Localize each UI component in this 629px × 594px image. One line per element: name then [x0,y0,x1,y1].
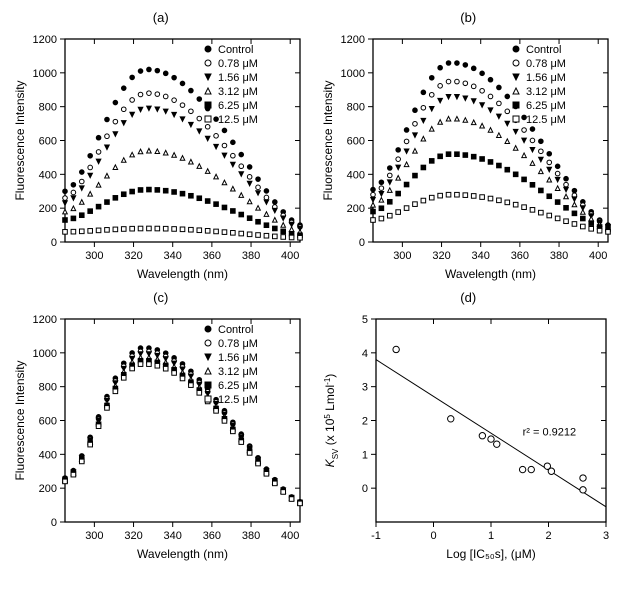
svg-text:0: 0 [430,530,436,542]
svg-text:800: 800 [346,102,364,114]
svg-text:3.12 μM: 3.12 μM [526,86,566,98]
svg-text:0: 0 [51,517,57,529]
svg-text:300: 300 [85,530,103,542]
svg-text:2: 2 [545,530,551,542]
svg-text:KSV (x 105 Lmol-1): KSV (x 105 Lmol-1) [323,374,340,468]
svg-text:340: 340 [164,250,182,262]
svg-text:12.5 μM: 12.5 μM [218,114,258,126]
svg-text:-1: -1 [371,530,381,542]
svg-text:Fluorescence Intensity: Fluorescence Intensity [13,360,27,480]
chart-d: -1 0 1 2 3 0 1 2 3 4 5 Log [IC₅₀s], (μM) KSV (x 105 … [318,309,618,564]
svg-text:0: 0 [51,237,57,249]
svg-text:340: 340 [471,250,489,262]
svg-text:12.5 μM: 12.5 μM [526,114,566,126]
svg-text:380: 380 [549,250,567,262]
chart-a: 300 320 340 360 380 400 0 200 400 600 800 1000 1200 W… [10,29,310,284]
svg-text:1200: 1200 [33,34,57,46]
svg-text:360: 360 [510,250,528,262]
panel-a: (a) 300 320 340 360 380 400 0 200 400 600 800 1000 1… [10,10,312,284]
svg-text:300: 300 [393,250,411,262]
chart-c: 300 320 340 360 380 400 0 200 400 600 800 1000 1200 W… [10,309,310,564]
panel-c: (c) 300 320 340 360 380 400 0 200 400 600 800 1000 1… [10,290,312,564]
svg-text:800: 800 [39,102,57,114]
svg-text:360: 360 [203,530,221,542]
svg-text:1.56 μM: 1.56 μM [526,72,566,84]
svg-text:Control: Control [218,324,253,336]
svg-text:3.12 μM: 3.12 μM [218,366,258,378]
svg-text:360: 360 [203,250,221,262]
svg-text:200: 200 [39,483,57,495]
svg-text:400: 400 [281,250,299,262]
svg-text:0.78 μM: 0.78 μM [218,58,258,70]
svg-text:3: 3 [361,382,367,394]
svg-text:800: 800 [39,382,57,394]
panel-c-label: (c) [10,290,312,305]
svg-text:Control: Control [526,44,561,56]
svg-text:1200: 1200 [340,34,364,46]
svg-text:320: 320 [124,250,142,262]
svg-text:380: 380 [242,250,260,262]
svg-text:Log [IC₅₀s], (μM): Log [IC₅₀s], (μM) [446,547,535,561]
svg-text:5: 5 [361,314,367,326]
svg-text:0.78 μM: 0.78 μM [218,338,258,350]
svg-text:1000: 1000 [340,68,364,80]
svg-text:300: 300 [85,250,103,262]
svg-text:0: 0 [361,483,367,495]
svg-text:0.78 μM: 0.78 μM [526,58,566,70]
svg-text:1: 1 [361,449,367,461]
svg-text:Fluorescence Intensity: Fluorescence Intensity [13,80,27,200]
svg-text:400: 400 [346,169,364,181]
svg-text:340: 340 [164,530,182,542]
svg-text:r² = 0.9212: r² = 0.9212 [522,427,576,439]
svg-text:Wavelength (nm): Wavelength (nm) [137,267,228,281]
svg-text:400: 400 [281,530,299,542]
svg-text:200: 200 [346,203,364,215]
panel-b-label: (b) [318,10,620,25]
svg-text:400: 400 [39,169,57,181]
svg-text:320: 320 [124,530,142,542]
svg-text:1.56 μM: 1.56 μM [218,72,258,84]
svg-text:4: 4 [361,348,367,360]
svg-text:400: 400 [39,449,57,461]
panel-d: (d) -1 0 1 2 3 0 1 2 3 4 5 Log [IC₅₀s], (μM) KSV (x … [318,290,620,564]
svg-text:2: 2 [361,416,367,428]
svg-text:400: 400 [589,250,607,262]
svg-text:12.5 μM: 12.5 μM [218,394,258,406]
svg-text:1200: 1200 [33,314,57,326]
svg-text:1.56 μM: 1.56 μM [218,352,258,364]
svg-text:200: 200 [39,203,57,215]
svg-text:600: 600 [39,136,57,148]
svg-text:3: 3 [602,530,608,542]
svg-text:600: 600 [39,416,57,428]
svg-text:Control: Control [218,44,253,56]
svg-text:600: 600 [346,136,364,148]
svg-text:3.12 μM: 3.12 μM [218,86,258,98]
svg-text:6.25 μM: 6.25 μM [218,100,258,112]
svg-text:6.25 μM: 6.25 μM [526,100,566,112]
panel-b: (b) 300 320 340 360 380 400 0 200 400 600 800 1000 1… [318,10,620,284]
svg-text:380: 380 [242,530,260,542]
figure-grid: (a) 300320340360380400020040060080010001… [10,10,619,564]
svg-text:Wavelength (nm): Wavelength (nm) [445,267,536,281]
svg-text:0: 0 [358,237,364,249]
svg-text:320: 320 [432,250,450,262]
svg-text:1000: 1000 [33,68,57,80]
panel-a-label: (a) [10,10,312,25]
svg-text:1: 1 [487,530,493,542]
svg-text:Fluorescence Intensity: Fluorescence Intensity [321,80,335,200]
chart-b: 300 320 340 360 380 400 0 200 400 600 800 1000 1200 W… [318,29,618,284]
svg-text:1000: 1000 [33,348,57,360]
svg-text:Wavelength (nm): Wavelength (nm) [137,547,228,561]
svg-text:6.25 μM: 6.25 μM [218,380,258,392]
panel-d-label: (d) [318,290,620,305]
